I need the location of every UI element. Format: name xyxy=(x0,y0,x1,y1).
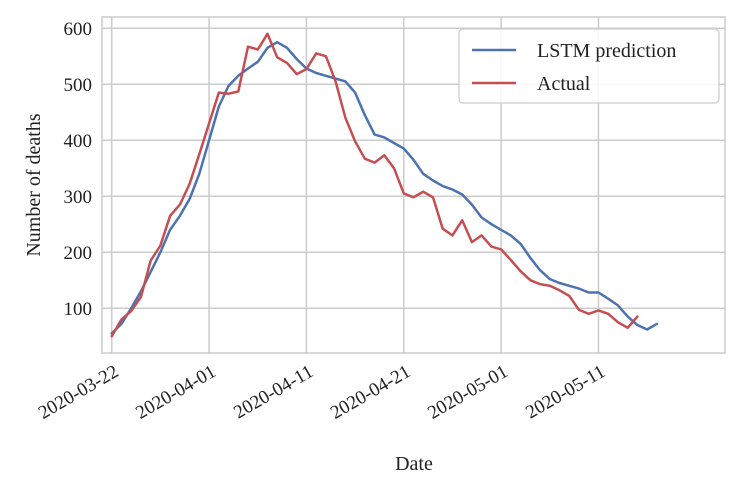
series-line-lstm xyxy=(110,40,659,335)
legend-box xyxy=(458,28,720,104)
x-tick-label: 2020-03-22 xyxy=(35,361,122,424)
y-axis-label: Number of deaths xyxy=(23,113,45,257)
x-tick-label: 2020-04-21 xyxy=(327,361,414,424)
x-tick-labels: 2020-03-22 2020-04-01 2020-04-11 2020-04-21… xyxy=(35,361,609,424)
x-axis-label: Date xyxy=(395,453,433,475)
x-tick-label: 2020-05-01 xyxy=(424,361,511,424)
series-line-actual xyxy=(110,32,639,338)
y-tick-label: 200 xyxy=(64,243,93,264)
legend-label-actual: Actual xyxy=(537,73,591,95)
x-tick-label: 2020-04-11 xyxy=(230,361,317,423)
y-tick-label: 600 xyxy=(64,19,93,40)
legend: LSTM prediction Actual xyxy=(458,28,720,104)
legend-label-lstm: LSTM prediction xyxy=(537,40,676,62)
y-tick-label: 500 xyxy=(64,75,93,96)
x-tick-label: 2020-04-01 xyxy=(132,361,219,424)
y-tick-label: 300 xyxy=(64,187,93,208)
y-tick-labels: 100 200 300 400 500 600 xyxy=(64,19,93,320)
x-tick-label: 2020-05-11 xyxy=(522,361,609,423)
y-tick-label: 400 xyxy=(64,131,93,152)
y-tick-label: 100 xyxy=(64,299,93,320)
series-lines xyxy=(110,32,659,338)
